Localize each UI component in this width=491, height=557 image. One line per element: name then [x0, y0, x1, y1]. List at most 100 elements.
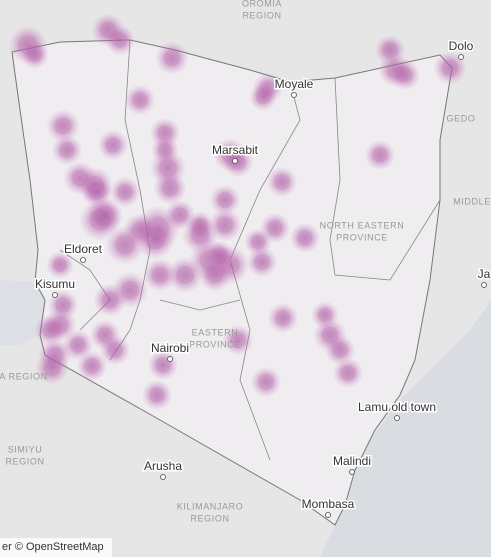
heat-point-core	[267, 220, 283, 236]
heat-point	[153, 171, 187, 205]
heat-point	[125, 85, 155, 115]
ocean	[320, 300, 491, 557]
city-marker	[80, 257, 86, 263]
heat-point	[77, 351, 107, 381]
heat-point	[46, 251, 74, 279]
region-label: REGION	[190, 513, 229, 523]
heat-point-core	[340, 365, 356, 381]
heat-point-core	[213, 248, 227, 262]
heat-point	[267, 167, 297, 197]
heat-point	[21, 41, 49, 69]
heat-point-core	[151, 266, 169, 284]
heat-point-core	[193, 218, 207, 232]
city-marker	[160, 474, 166, 480]
heat-point-core	[101, 291, 119, 309]
region-label: KILIMANJARO	[177, 501, 244, 511]
heat-point-core	[112, 32, 128, 48]
city-marker	[52, 292, 58, 298]
heat-point	[268, 303, 298, 333]
heat-point	[123, 213, 157, 247]
heat-point	[223, 325, 253, 355]
heat-point-core	[42, 322, 58, 338]
city-marker	[458, 54, 464, 60]
city-label: Malindi	[333, 454, 371, 468]
city-marker	[349, 469, 355, 475]
heat-point	[155, 41, 189, 75]
city-label: Moyale	[275, 77, 314, 91]
heat-point	[249, 83, 277, 111]
heat-point	[35, 351, 69, 385]
city-marker	[394, 415, 400, 421]
heat-point-core	[43, 359, 61, 377]
heat-point-core	[117, 184, 133, 200]
heat-point-core	[274, 174, 290, 190]
city-label: Dolo	[449, 39, 474, 53]
city-label: Lamu old town	[358, 400, 436, 414]
heat-point-core	[256, 90, 270, 104]
heat-point-core	[95, 205, 115, 225]
heat-point	[87, 197, 123, 233]
heat-point	[210, 185, 240, 215]
region-label: SIMIYU	[8, 444, 43, 454]
region-label: PROVINCE	[189, 339, 241, 349]
region-label: REGION	[242, 10, 281, 20]
heat-point-core	[397, 67, 413, 83]
heat-point-core	[172, 207, 188, 223]
city-marker	[291, 92, 297, 98]
heat-point	[365, 140, 395, 170]
heat-point-core	[230, 332, 246, 348]
region-label: EASTERN	[192, 327, 239, 337]
heat-points	[9, 13, 467, 410]
region-label: RA REGION	[0, 371, 48, 381]
heat-point-core	[251, 235, 265, 249]
heat-point	[390, 60, 420, 90]
heat-point-core	[131, 221, 149, 239]
heat-point-core	[59, 142, 75, 158]
heat-point	[186, 211, 214, 239]
heat-point	[35, 315, 65, 345]
heat-point	[105, 25, 135, 55]
heat-point	[110, 177, 140, 207]
heat-point-core	[155, 357, 171, 373]
heat-point-core	[84, 358, 100, 374]
lake-victoria	[0, 280, 45, 345]
region-label: GEDO	[447, 113, 476, 123]
city-marker	[232, 158, 238, 164]
heat-point	[325, 335, 355, 365]
region-label: OROMIA	[242, 0, 282, 8]
heat-point-core	[107, 342, 123, 358]
city-marker	[325, 512, 331, 518]
city-label: Mombasa	[302, 497, 355, 511]
heat-point	[93, 283, 127, 317]
heat-point	[98, 130, 128, 160]
labels: OROMIA REGION Dolo Moyale GEDO Marsabit MIDDLE…	[0, 0, 491, 523]
city-label: Nairobi	[151, 341, 189, 355]
city-label: Eldoret	[64, 242, 103, 256]
heat-point	[142, 380, 172, 410]
heat-point-core	[120, 280, 140, 300]
attribution-bg	[0, 538, 112, 557]
heat-point-core	[217, 192, 233, 208]
heat-point-core	[161, 179, 179, 197]
heat-point-core	[70, 337, 86, 353]
heat-point	[433, 51, 467, 85]
heat-point	[100, 335, 130, 365]
region-label: REGION	[5, 456, 44, 466]
heat-point	[251, 367, 281, 397]
heat-point-core	[149, 387, 165, 403]
heat-point-core	[89, 184, 105, 200]
heat-point-core	[175, 265, 195, 285]
heat-point-core	[332, 342, 348, 358]
heat-point-core	[105, 137, 121, 153]
heat-point	[46, 109, 80, 143]
heat-point-core	[372, 147, 388, 163]
city-label: Ja	[478, 267, 491, 281]
heat-point-core	[254, 254, 270, 270]
heat-point-core	[297, 230, 313, 246]
heat-point	[167, 257, 203, 293]
city-marker	[167, 356, 173, 362]
heat-point	[208, 208, 242, 242]
heat-point-core	[275, 310, 291, 326]
city-label: Kisumu	[35, 277, 75, 291]
region-label: MIDDLE	[453, 196, 491, 206]
